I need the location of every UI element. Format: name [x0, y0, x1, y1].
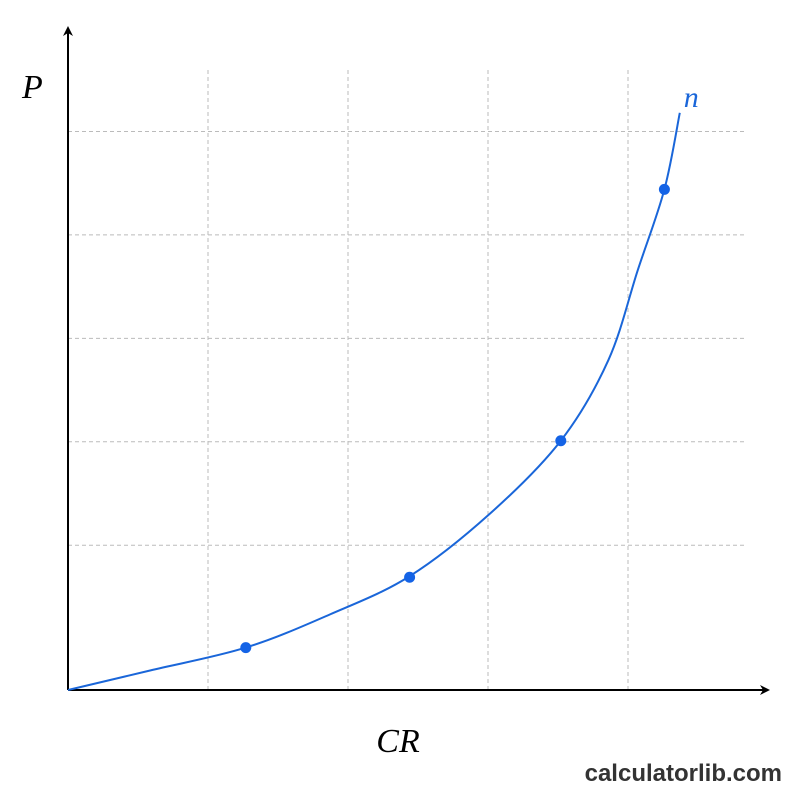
point — [555, 435, 567, 447]
point — [240, 642, 252, 654]
watermark: calculatorlib.com — [585, 760, 782, 787]
y-axis-label: P — [21, 69, 43, 106]
point — [404, 571, 416, 583]
curve — [67, 112, 681, 691]
point — [658, 183, 670, 195]
x-axis-label: CR — [376, 723, 420, 760]
series-label: n — [684, 81, 699, 114]
grid — [68, 70, 745, 690]
